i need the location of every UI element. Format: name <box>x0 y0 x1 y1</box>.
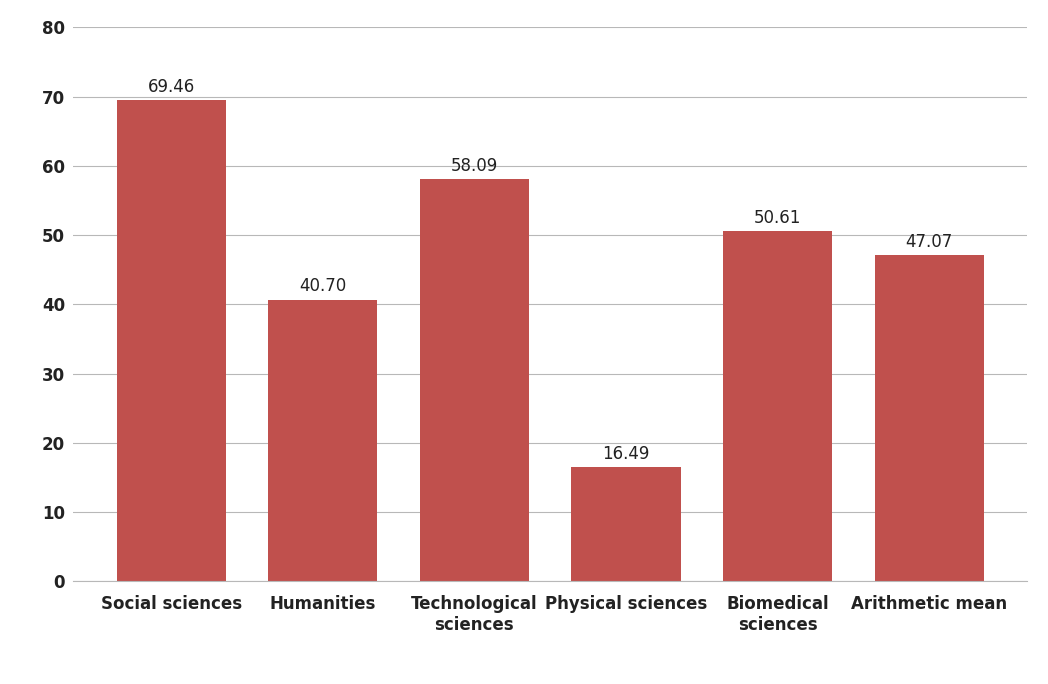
Text: 47.07: 47.07 <box>905 233 953 251</box>
Bar <box>420 179 529 581</box>
Text: 50.61: 50.61 <box>754 209 802 226</box>
Bar <box>116 101 225 581</box>
Text: 69.46: 69.46 <box>148 78 195 96</box>
Text: 40.70: 40.70 <box>300 278 347 295</box>
Bar <box>571 467 680 581</box>
Bar <box>268 300 377 581</box>
Bar <box>723 231 832 581</box>
Text: 16.49: 16.49 <box>603 445 650 463</box>
Text: 58.09: 58.09 <box>451 157 498 175</box>
Bar <box>875 255 984 581</box>
